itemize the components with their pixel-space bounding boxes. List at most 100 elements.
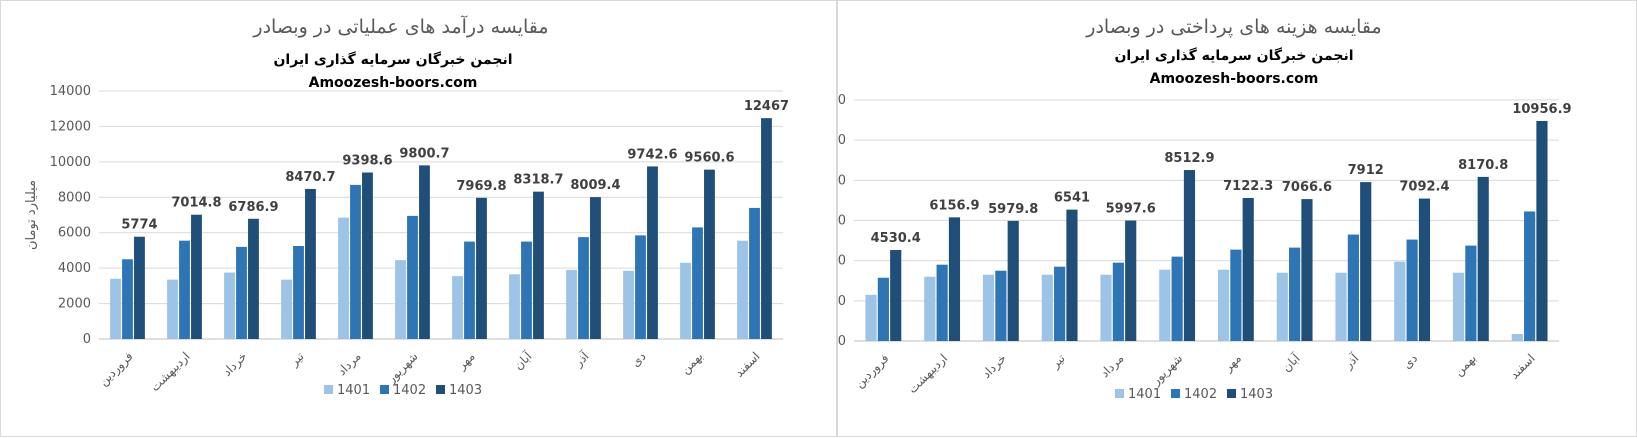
data-label: 12467	[744, 99, 789, 114]
data-label: 6541	[1054, 191, 1090, 206]
x-tick-label: اسفند	[732, 349, 763, 380]
y-tick-label: 12000	[50, 119, 91, 134]
bar-1402	[936, 264, 948, 341]
bar-1401	[566, 269, 577, 339]
y-tick-label: 0	[838, 334, 846, 349]
x-tick-label: تیر	[1048, 351, 1069, 372]
data-label: 7912	[1348, 163, 1384, 178]
bar-1402	[1230, 249, 1242, 341]
bar-1402	[877, 277, 889, 341]
chart-title: مقایسه درآمد های عملیاتی در وبصادر	[252, 14, 548, 38]
data-label: 9742.6	[627, 147, 677, 162]
x-tick-label: دی	[628, 349, 648, 369]
y-tick-label: 2000	[838, 294, 846, 309]
data-label: 8318.7	[513, 173, 563, 188]
x-tick-label: مرداد	[335, 349, 365, 379]
bar-1403	[305, 188, 316, 339]
bar-1403	[1183, 170, 1196, 341]
expenses-chart-svg: مقایسه هزینه های پرداختی در وبصادر انجمن…	[838, 16, 1572, 402]
x-tick-label: اسفند	[1507, 351, 1538, 382]
bar-1401	[680, 262, 691, 339]
bar-1403	[704, 169, 715, 339]
bar-1401	[924, 276, 936, 341]
bar-1403	[890, 250, 902, 341]
data-label: 10956.9	[1512, 102, 1571, 117]
bar-1402	[1289, 247, 1301, 341]
data-label: 8470.7	[285, 170, 335, 185]
bar-1403	[647, 166, 658, 339]
bar-1403	[1125, 220, 1137, 341]
bar-1402	[1054, 266, 1066, 341]
bar-1401	[110, 278, 121, 339]
y-tick-label: 0	[83, 332, 91, 347]
bar-1401	[1452, 272, 1465, 341]
bar-1402	[1524, 211, 1536, 341]
data-label: 8512.9	[1164, 151, 1214, 166]
bar-1401	[1159, 269, 1171, 341]
x-tick-label: شهریور	[383, 349, 421, 387]
y-tick-label: 8000	[838, 173, 846, 188]
bar-1401	[224, 272, 235, 339]
bar-1401	[338, 217, 349, 339]
y-tick-label: 2000	[58, 297, 91, 312]
bar-1403	[476, 197, 487, 339]
bar-1403	[1360, 182, 1372, 341]
y-tick-label: 12000	[838, 93, 846, 108]
bar-1403	[590, 197, 601, 339]
bar-1403	[1301, 199, 1313, 341]
bar-1402	[1171, 256, 1183, 341]
bar-1402	[995, 270, 1007, 341]
data-label: 5979.8	[988, 202, 1038, 217]
legend-swatch	[1115, 389, 1124, 398]
y-tick-label: 4000	[58, 261, 91, 276]
x-tick-label: بهمن	[1451, 351, 1479, 379]
x-tick-label: آبان	[510, 348, 535, 373]
bar-1401	[281, 279, 292, 339]
bar-1402	[635, 235, 646, 339]
bar-1401	[623, 270, 634, 339]
data-label: 8009.4	[570, 178, 620, 193]
legend-swatch	[1171, 389, 1180, 398]
chart-panel-expenses: مقایسه هزینه های پرداختی در وبصادر انجمن…	[837, 0, 1637, 437]
data-label: 7092.4	[1399, 180, 1449, 195]
chart-subtitle-line-2: Amoozesh-boors.com	[1150, 71, 1319, 87]
legend-swatch	[436, 385, 445, 394]
y-axis-label: میلیارد تومان	[24, 180, 39, 250]
legend-label: 1402	[393, 383, 426, 398]
y-tick-label: 14000	[50, 84, 91, 99]
y-tick-label: 10000	[838, 133, 846, 148]
x-tick-label: آبان	[1279, 350, 1304, 375]
x-tick-label: آذر	[570, 348, 593, 371]
bar-1402	[1112, 262, 1124, 341]
bar-1401	[452, 276, 463, 339]
x-tick-label: مهر	[454, 349, 478, 373]
x-tick-label: مرداد	[1097, 351, 1127, 381]
x-tick-label: خرداد	[979, 351, 1009, 381]
x-tick-label: مهر	[1220, 351, 1244, 375]
data-label: 8170.8	[1458, 158, 1508, 173]
data-label: 7122.3	[1223, 179, 1273, 194]
legend-swatch	[324, 385, 333, 394]
bar-1403	[248, 218, 259, 339]
bar-1403	[948, 217, 961, 341]
data-label: 9560.6	[684, 151, 734, 166]
data-label: 9398.6	[342, 154, 392, 169]
bar-1402	[350, 184, 361, 339]
legend-label: 1403	[1240, 387, 1273, 402]
y-tick-label: 4000	[838, 254, 846, 269]
bar-1402	[692, 227, 703, 339]
x-tick-label: اردیبهشت	[148, 349, 194, 395]
bar-1402	[407, 215, 418, 339]
chart-title: مقایسه هزینه های پرداختی در وبصادر	[1085, 16, 1381, 38]
legend-label: 1401	[1128, 387, 1161, 402]
x-tick-label: بهمن	[678, 349, 706, 377]
y-tick-label: 6000	[838, 214, 846, 229]
legend-label: 1402	[1184, 387, 1217, 402]
bar-1402	[122, 259, 133, 339]
data-label: 6786.9	[228, 200, 278, 215]
bar-1403	[533, 191, 544, 339]
bar-1401	[1394, 261, 1406, 341]
x-tick-label: دی	[1400, 351, 1420, 371]
x-tick-label: آذر	[1340, 350, 1363, 373]
data-label: 9800.7	[399, 146, 449, 161]
